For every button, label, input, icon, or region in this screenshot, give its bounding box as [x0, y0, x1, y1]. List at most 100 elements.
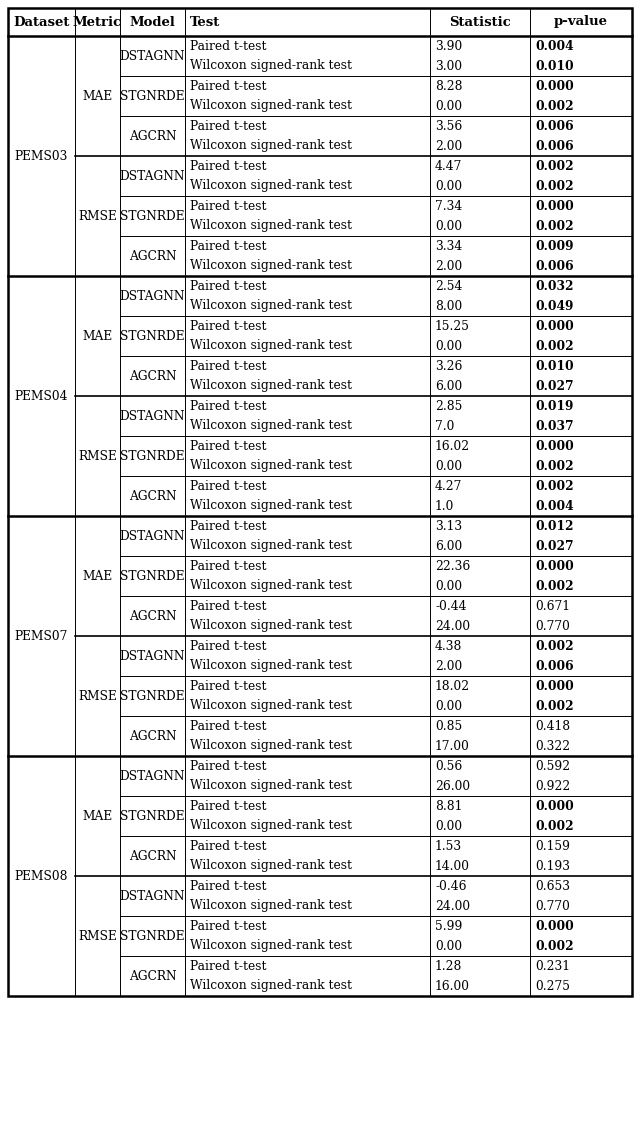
- Text: DSTAGNN: DSTAGNN: [120, 290, 185, 302]
- Text: 0.193: 0.193: [535, 860, 570, 872]
- Text: 0.002: 0.002: [535, 180, 573, 192]
- Text: 17.00: 17.00: [435, 740, 470, 752]
- Text: Wilcoxon signed-rank test: Wilcoxon signed-rank test: [190, 499, 352, 513]
- Text: 2.00: 2.00: [435, 140, 462, 152]
- Text: 0.000: 0.000: [535, 560, 573, 572]
- Text: STGNRDE: STGNRDE: [120, 569, 185, 583]
- Text: PEMS04: PEMS04: [15, 389, 68, 403]
- Text: Paired t-test: Paired t-test: [190, 560, 266, 572]
- Text: 3.90: 3.90: [435, 39, 462, 53]
- Text: Paired t-test: Paired t-test: [190, 919, 266, 932]
- Text: 0.00: 0.00: [435, 340, 462, 353]
- Text: Paired t-test: Paired t-test: [190, 520, 266, 532]
- Text: 0.010: 0.010: [535, 360, 573, 372]
- Text: PEMS08: PEMS08: [15, 869, 68, 883]
- Text: DSTAGNN: DSTAGNN: [120, 169, 185, 182]
- Text: Wilcoxon signed-rank test: Wilcoxon signed-rank test: [190, 340, 352, 353]
- Text: 0.002: 0.002: [535, 220, 573, 232]
- Text: 0.002: 0.002: [535, 100, 573, 112]
- Text: 0.019: 0.019: [535, 400, 573, 412]
- Text: DSTAGNN: DSTAGNN: [120, 890, 185, 902]
- Text: 0.00: 0.00: [435, 180, 462, 192]
- Text: Wilcoxon signed-rank test: Wilcoxon signed-rank test: [190, 459, 352, 473]
- Text: 0.002: 0.002: [535, 480, 573, 492]
- Text: AGCRN: AGCRN: [129, 970, 176, 982]
- Text: RMSE: RMSE: [78, 450, 117, 463]
- Text: STGNRDE: STGNRDE: [120, 330, 185, 342]
- Text: MAE: MAE: [83, 89, 113, 103]
- Text: 0.00: 0.00: [435, 100, 462, 112]
- Text: RMSE: RMSE: [78, 210, 117, 222]
- Text: Wilcoxon signed-rank test: Wilcoxon signed-rank test: [190, 100, 352, 112]
- Text: Wilcoxon signed-rank test: Wilcoxon signed-rank test: [190, 820, 352, 832]
- Text: MAE: MAE: [83, 569, 113, 583]
- Text: Wilcoxon signed-rank test: Wilcoxon signed-rank test: [190, 300, 352, 313]
- Text: MAE: MAE: [83, 330, 113, 342]
- Text: PEMS03: PEMS03: [15, 150, 68, 163]
- Text: Paired t-test: Paired t-test: [190, 79, 266, 93]
- Text: 2.00: 2.00: [435, 660, 462, 672]
- Text: DSTAGNN: DSTAGNN: [120, 649, 185, 663]
- Bar: [8, 8, 632, 996]
- Text: 0.322: 0.322: [535, 740, 570, 752]
- Text: Metric: Metric: [73, 16, 122, 29]
- Text: Wilcoxon signed-rank test: Wilcoxon signed-rank test: [190, 379, 352, 393]
- Text: Paired t-test: Paired t-test: [190, 799, 266, 813]
- Text: STGNRDE: STGNRDE: [120, 210, 185, 222]
- Text: 2.54: 2.54: [435, 279, 462, 292]
- Text: 1.53: 1.53: [435, 839, 462, 853]
- Text: Wilcoxon signed-rank test: Wilcoxon signed-rank test: [190, 860, 352, 872]
- Text: 0.00: 0.00: [435, 459, 462, 473]
- Text: Paired t-test: Paired t-test: [190, 879, 266, 892]
- Text: RMSE: RMSE: [78, 930, 117, 942]
- Text: 0.002: 0.002: [535, 640, 573, 653]
- Text: 8.28: 8.28: [435, 79, 463, 93]
- Text: 0.002: 0.002: [535, 459, 573, 473]
- Text: Wilcoxon signed-rank test: Wilcoxon signed-rank test: [190, 940, 352, 953]
- Text: 0.159: 0.159: [535, 839, 570, 853]
- Text: 7.34: 7.34: [435, 199, 462, 213]
- Text: 0.004: 0.004: [535, 499, 573, 513]
- Text: Paired t-test: Paired t-test: [190, 199, 266, 213]
- Text: -0.44: -0.44: [435, 600, 467, 613]
- Text: STGNRDE: STGNRDE: [120, 930, 185, 942]
- Text: MAE: MAE: [83, 810, 113, 822]
- Text: 7.0: 7.0: [435, 419, 454, 433]
- Text: Statistic: Statistic: [449, 16, 511, 29]
- Text: AGCRN: AGCRN: [129, 850, 176, 862]
- Text: Paired t-test: Paired t-test: [190, 759, 266, 773]
- Text: 0.002: 0.002: [535, 159, 573, 173]
- Text: 0.027: 0.027: [535, 539, 573, 553]
- Text: 5.99: 5.99: [435, 919, 462, 932]
- Text: 22.36: 22.36: [435, 560, 470, 572]
- Text: Paired t-test: Paired t-test: [190, 279, 266, 292]
- Text: 4.27: 4.27: [435, 480, 462, 492]
- Text: 0.922: 0.922: [535, 780, 570, 792]
- Text: 0.000: 0.000: [535, 440, 573, 452]
- Text: STGNRDE: STGNRDE: [120, 450, 185, 463]
- Text: Paired t-test: Paired t-test: [190, 600, 266, 613]
- Text: 0.000: 0.000: [535, 799, 573, 813]
- Text: Paired t-test: Paired t-test: [190, 480, 266, 492]
- Text: Paired t-test: Paired t-test: [190, 360, 266, 372]
- Text: 6.00: 6.00: [435, 539, 462, 553]
- Text: 0.00: 0.00: [435, 940, 462, 953]
- Text: Paired t-test: Paired t-test: [190, 640, 266, 653]
- Text: Wilcoxon signed-rank test: Wilcoxon signed-rank test: [190, 660, 352, 672]
- Text: 0.006: 0.006: [535, 660, 573, 672]
- Text: 0.006: 0.006: [535, 119, 573, 133]
- Text: 26.00: 26.00: [435, 780, 470, 792]
- Text: DSTAGNN: DSTAGNN: [120, 769, 185, 782]
- Text: 0.000: 0.000: [535, 199, 573, 213]
- Text: 0.049: 0.049: [535, 300, 573, 313]
- Text: Paired t-test: Paired t-test: [190, 400, 266, 412]
- Text: Paired t-test: Paired t-test: [190, 39, 266, 53]
- Text: DSTAGNN: DSTAGNN: [120, 529, 185, 543]
- Text: DSTAGNN: DSTAGNN: [120, 410, 185, 423]
- Text: 16.02: 16.02: [435, 440, 470, 452]
- Text: 0.000: 0.000: [535, 679, 573, 693]
- Text: Wilcoxon signed-rank test: Wilcoxon signed-rank test: [190, 780, 352, 792]
- Text: 0.002: 0.002: [535, 820, 573, 832]
- Text: AGCRN: AGCRN: [129, 490, 176, 503]
- Text: RMSE: RMSE: [78, 689, 117, 703]
